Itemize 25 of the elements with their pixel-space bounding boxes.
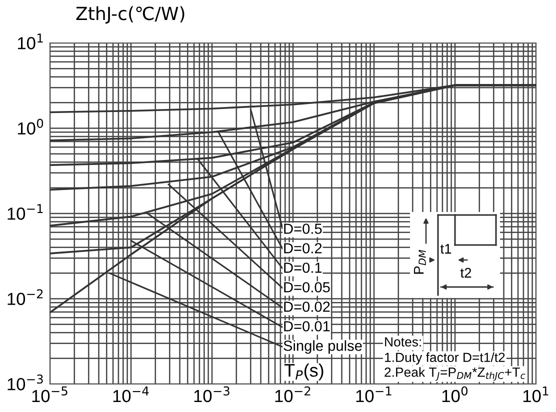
annotation: t2 [460, 268, 472, 278]
annotation: D=0.05 [284, 282, 330, 292]
annotation: 2.Peak T$_{J}$=P$_{DM}$*Z$_{thJC}$+T$_{c}$ [384, 367, 526, 381]
annotation: 1.Duty factor D=t1/t2 [385, 352, 505, 365]
annotation: D=0.5 [284, 224, 322, 234]
x-tick-label: 10$^{−4}$ [113, 386, 149, 402]
y-tick-label: 10$^{0}$ [18, 118, 44, 135]
annotation: P$_{DM}$ [414, 250, 426, 274]
annotation: D=0.02 [284, 302, 330, 312]
y-tick-label: 10$^{−2}$ [8, 289, 43, 306]
x-tick-label: 10$^{0}$ [442, 386, 468, 402]
annotation: Notes: [385, 337, 421, 347]
y-tick-label: 10$^{1}$ [18, 34, 43, 50]
annotation: D=0.2 [284, 243, 322, 254]
x-axis-title: T$_{P}$(s) [284, 364, 324, 380]
x-tick-label: 10$^{−3}$ [194, 386, 230, 402]
x-tick-label: 10$^{1}$ [523, 386, 548, 402]
x-tick-label: 10$^{−2}$ [275, 386, 310, 402]
annotation: D=0.1 [284, 262, 322, 273]
annotation: D=0.01 [284, 321, 330, 332]
x-tick-label: 10$^{−1}$ [356, 386, 392, 402]
y-axis-title: ZthJ-c(℃/W) [76, 6, 184, 24]
annotation: t1 [440, 244, 452, 254]
y-tick-label: 10$^{−1}$ [8, 204, 43, 220]
annotation: Single pulse [284, 340, 362, 354]
